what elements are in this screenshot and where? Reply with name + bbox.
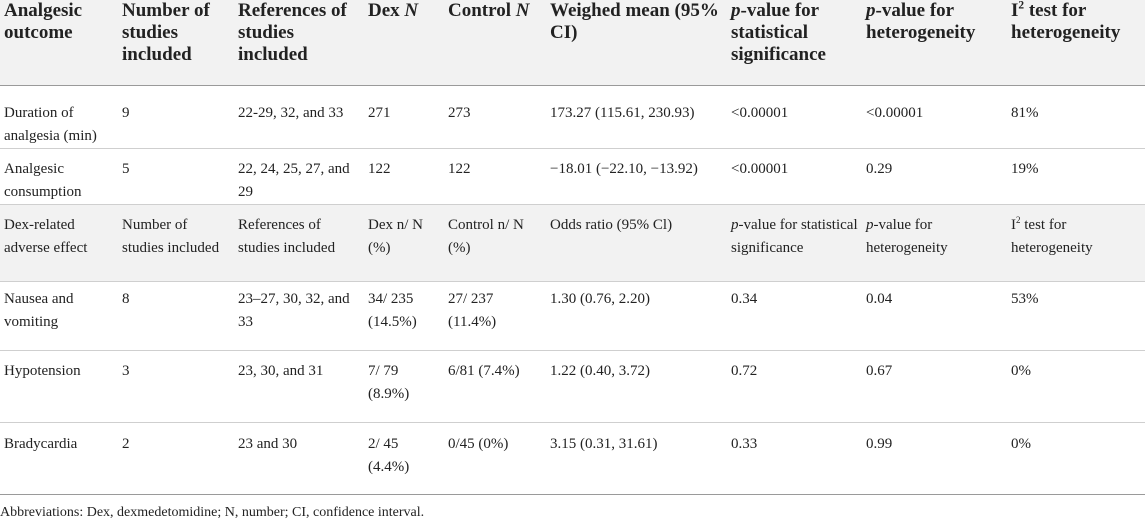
cell-outcome: Analgesic consumption [0,148,118,205]
cell-p-sig: 0.33 [727,422,862,495]
meta-analysis-table: Analgesic outcome Number of studies incl… [0,0,1145,495]
header-p-het-rest: -value for heterogeneity [866,0,976,43]
cell-i2: 53% [1007,281,1145,351]
header-i2-rest: test for heterogeneity [1011,0,1121,43]
cell-control: 0/45 (0%) [444,422,546,495]
subheader-effect: Odds ratio (95% Cl) [546,204,727,282]
header-p-sig-italic: p [731,0,741,21]
cell-control: 27/ 237 (11.4%) [444,281,546,351]
table-row: Analgesic consumption 5 22, 24, 25, 27, … [0,148,1145,205]
cell-control: 273 [444,85,546,149]
cell-dex: 2/ 45 (4.4%) [364,422,444,495]
header-i2: I2 test for heterogeneity [1007,0,1145,86]
subheader-p-sig-italic: p [731,217,739,233]
subheader-p-het-italic: p [866,217,874,233]
cell-effect: 1.22 (0.40, 3.72) [546,350,727,423]
table-row: Duration of analgesia (min) 9 22-29, 32,… [0,85,1145,149]
header-p-het-italic: p [866,0,876,21]
cell-dex: 122 [364,148,444,205]
header-p-het: p-value for heterogeneity [862,0,1007,86]
cell-num: 2 [118,422,234,495]
cell-outcome: Duration of analgesia (min) [0,85,118,149]
cell-control: 6/81 (7.4%) [444,350,546,423]
cell-num: 8 [118,281,234,351]
subheader-i2-base: I [1011,217,1016,233]
cell-p-sig: 0.72 [727,350,862,423]
header-dex-label: Dex [368,0,405,21]
subheader-i2: I2 test for heterogeneity [1007,204,1145,282]
header-p-sig-rest: -value for statistical significance [731,0,826,65]
header-p-sig: p-value for statistical significance [727,0,862,86]
cell-outcome: Nausea and vomiting [0,281,118,351]
table-subheader-row: Dex-related adverse effect Number of stu… [0,204,1145,282]
cell-effect: 173.27 (115.61, 230.93) [546,85,727,149]
cell-i2: 81% [1007,85,1145,149]
header-dex-n: Dex N [364,0,444,86]
header-control-n-italic: N [515,0,530,21]
cell-effect: −18.01 (−22.10, −13.92) [546,148,727,205]
cell-p-sig: <0.00001 [727,148,862,205]
cell-effect: 1.30 (0.76, 2.20) [546,281,727,351]
cell-p-het: 0.67 [862,350,1007,423]
cell-p-sig: 0.34 [727,281,862,351]
header-references: References of studies included [234,0,364,86]
subheader-p-sig: p-value for statistical significance [727,204,862,282]
cell-p-sig: <0.00001 [727,85,862,149]
header-analgesic-outcome: Analgesic outcome [0,0,118,86]
cell-num: 9 [118,85,234,149]
subheader-outcome: Dex-related adverse effect [0,204,118,282]
cell-num: 5 [118,148,234,205]
subheader-p-sig-rest: -value for statistical significance [731,217,858,256]
table-row: Bradycardia 2 23 and 30 2/ 45 (4.4%) 0/4… [0,422,1145,495]
cell-i2: 0% [1007,350,1145,423]
subheader-refs: References of studies included [234,204,364,282]
cell-dex: 271 [364,85,444,149]
cell-num: 3 [118,350,234,423]
cell-effect: 3.15 (0.31, 31.61) [546,422,727,495]
cell-refs: 22, 24, 25, 27, and 29 [234,148,364,205]
subheader-i2-rest: test for heterogeneity [1011,217,1093,256]
header-num-studies: Number of studies included [118,0,234,86]
subheader-dex: Dex n/ N (%) [364,204,444,282]
table-header-row: Analgesic outcome Number of studies incl… [0,0,1145,86]
cell-refs: 23–27, 30, 32, and 33 [234,281,364,351]
cell-outcome: Bradycardia [0,422,118,495]
cell-control: 122 [444,148,546,205]
cell-refs: 22-29, 32, and 33 [234,85,364,149]
table-row: Hypotension 3 23, 30, and 31 7/ 79 (8.9%… [0,350,1145,423]
cell-p-het: <0.00001 [862,85,1007,149]
cell-p-het: 0.04 [862,281,1007,351]
cell-p-het: 0.29 [862,148,1007,205]
table-row: Nausea and vomiting 8 23–27, 30, 32, and… [0,281,1145,351]
cell-p-het: 0.99 [862,422,1007,495]
cell-outcome: Hypotension [0,350,118,423]
header-weighed-mean: Weighed mean (95% CI) [546,0,727,86]
cell-i2: 19% [1007,148,1145,205]
table-footnote: Abbreviations: Dex, dexmedetomidine; N, … [0,505,425,520]
header-control-label: Control [448,0,516,21]
header-i2-sup: 2 [1018,0,1025,12]
subheader-i2-sup: 2 [1016,215,1021,225]
cell-dex: 34/ 235 (14.5%) [364,281,444,351]
cell-refs: 23 and 30 [234,422,364,495]
subheader-p-het-rest: -value for heterogeneity [866,217,948,256]
cell-dex: 7/ 79 (8.9%) [364,350,444,423]
subheader-num: Number of studies included [118,204,234,282]
cell-i2: 0% [1007,422,1145,495]
header-control-n: Control N [444,0,546,86]
header-i2-base: I [1011,0,1019,21]
subheader-p-het: p-value for heterogeneity [862,204,1007,282]
subheader-control: Control n/ N (%) [444,204,546,282]
header-dex-n-italic: N [404,0,419,21]
cell-refs: 23, 30, and 31 [234,350,364,423]
